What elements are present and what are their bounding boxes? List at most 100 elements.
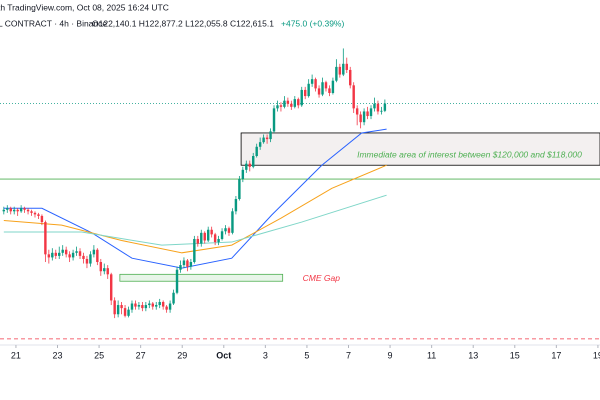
candle-body [6, 208, 9, 210]
candle-body [213, 234, 217, 243]
candle-body [182, 260, 186, 266]
candle-body [155, 305, 158, 307]
candle-body [151, 303, 154, 307]
candle-body [2, 209, 6, 212]
candle-body [317, 88, 321, 95]
candle-body [262, 137, 265, 143]
candle-body [293, 99, 297, 107]
candle-body [234, 199, 238, 212]
candle-body [120, 305, 123, 309]
candle-body [75, 251, 78, 253]
source-line: th TradingView.com, Oct 08, 2025 16:24 U… [0, 2, 169, 12]
candle-body [85, 258, 89, 264]
candle-body [276, 105, 279, 109]
candle-body [227, 228, 231, 233]
candle-body [369, 108, 373, 117]
candle-body [238, 179, 241, 200]
candle-body [269, 131, 272, 140]
candle-body [103, 268, 106, 272]
x-tick-label: 15 [510, 350, 520, 360]
candle-body [64, 249, 68, 255]
zone [119, 273, 284, 282]
candle-body [314, 79, 317, 89]
candle-body [376, 103, 380, 112]
candle-body [255, 146, 258, 156]
x-tick-label: 13 [468, 350, 478, 360]
candle-body [279, 105, 283, 107]
x-tick-label: 7 [346, 350, 351, 360]
x-tick-label: 21 [11, 350, 21, 360]
candle-body [44, 222, 47, 255]
candle-body [189, 262, 193, 267]
candle-body [16, 209, 19, 212]
candle-body [342, 63, 345, 75]
candle-body [231, 211, 234, 233]
candle-body [141, 305, 144, 309]
candle-body [355, 108, 359, 115]
candle-body [123, 308, 127, 316]
x-tick-label: 3 [263, 350, 268, 360]
candle-body [168, 303, 172, 310]
candle-body [113, 300, 116, 315]
candle-body [92, 249, 96, 255]
candle-body [248, 163, 251, 167]
moving-average [3, 128, 387, 269]
candle-body [172, 292, 175, 304]
candle-body [297, 99, 300, 106]
candle-body [210, 229, 213, 235]
candle-body [89, 254, 92, 264]
annotation: CME Gap [303, 273, 341, 283]
candle-body [58, 252, 61, 256]
candle-body [37, 214, 40, 216]
candle-body [252, 156, 255, 167]
candle-body [258, 142, 262, 147]
candle-body [165, 306, 168, 310]
candle-body [286, 100, 290, 104]
candle-body [217, 238, 220, 243]
candle-body [51, 252, 54, 258]
moving-average [3, 194, 387, 246]
candle-body [272, 108, 276, 132]
candle-body [193, 238, 196, 263]
candle-body [366, 111, 369, 117]
candle-body [345, 63, 348, 70]
candle-body [116, 305, 120, 315]
candle-body [158, 301, 161, 306]
zone [240, 132, 600, 166]
x-tick-label: 25 [94, 350, 104, 360]
candle-body [127, 309, 130, 316]
candle-body [265, 137, 269, 140]
candle-body [352, 85, 355, 109]
symbol: L CONTRACT · 4h · Binance [0, 18, 107, 28]
candle-body [200, 232, 203, 244]
candle-body [328, 88, 331, 93]
candle-body [359, 114, 362, 123]
candle-body [324, 82, 328, 89]
candle-body [137, 305, 141, 307]
annotation: Immediate area of interest between $120,… [357, 149, 582, 159]
candle-body [109, 274, 113, 301]
candle-body [338, 66, 342, 75]
candle-body [241, 169, 245, 180]
candle-body [47, 254, 51, 258]
x-tick-label: 17 [551, 350, 561, 360]
candle-body [130, 303, 134, 310]
candle-body [40, 215, 44, 223]
candle-body [26, 209, 30, 212]
candle-body [33, 212, 37, 215]
ohlc: O122,140.1 H122,877.2 L122,055.8 C122,61… [92, 18, 274, 28]
candle-body [220, 231, 224, 239]
candle-body [331, 80, 335, 93]
candle-body [148, 303, 151, 306]
candle-body [380, 110, 383, 112]
candle-body [71, 252, 75, 258]
candle-body [30, 211, 33, 213]
candle-body [206, 229, 210, 241]
candle-body [61, 249, 64, 253]
candle-body [300, 89, 303, 106]
candle-body [303, 89, 307, 97]
candle-body [283, 100, 286, 107]
candle-body [12, 209, 16, 212]
candle-body [245, 163, 248, 170]
candle-body [161, 301, 165, 307]
